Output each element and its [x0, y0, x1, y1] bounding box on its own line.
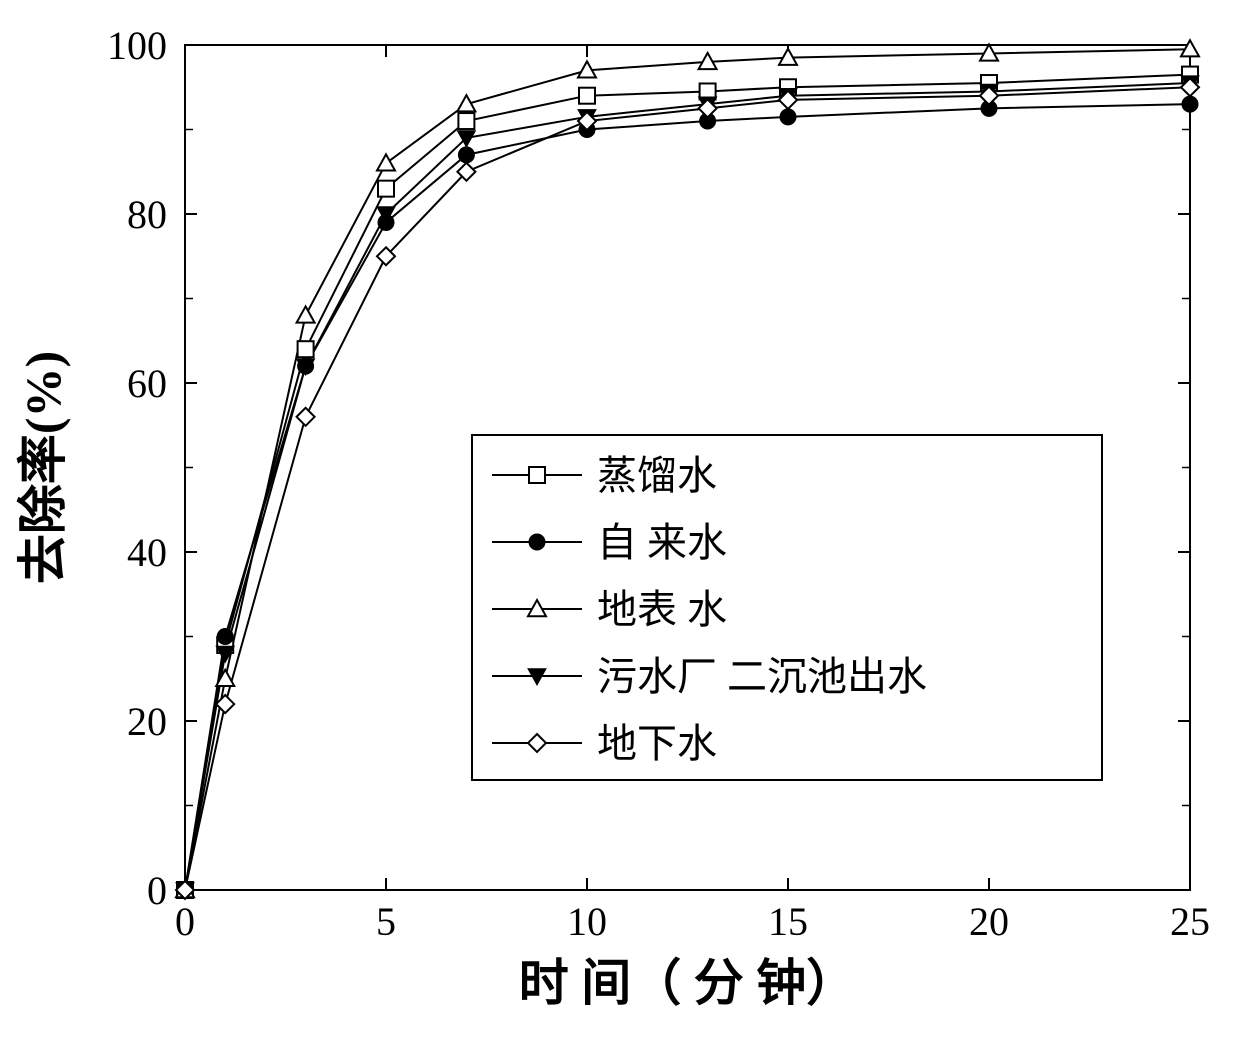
- svg-text:地表 水: 地表 水: [597, 587, 727, 632]
- svg-text:80: 80: [127, 192, 167, 237]
- svg-text:5: 5: [376, 899, 396, 944]
- svg-text:40: 40: [127, 530, 167, 575]
- svg-text:自 来水: 自 来水: [597, 520, 727, 565]
- svg-text:污水厂 二沉池出水: 污水厂 二沉池出水: [597, 654, 927, 699]
- svg-text:100: 100: [107, 23, 167, 68]
- svg-text:0: 0: [175, 899, 195, 944]
- svg-text:20: 20: [969, 899, 1009, 944]
- svg-text:60: 60: [127, 361, 167, 406]
- svg-text:10: 10: [567, 899, 607, 944]
- svg-text:蒸馏水: 蒸馏水: [597, 453, 717, 498]
- svg-text:15: 15: [768, 899, 808, 944]
- removal-rate-chart: 0 5 10 15 20 25 0 20 40 60 80 100 去除率(%) 时 间（ 分 钟） 蒸馏水…: [0, 0, 1240, 1041]
- svg-text:0: 0: [147, 868, 167, 913]
- svg-text:时 间（ 分 钟）: 时 间（ 分 钟）: [519, 955, 857, 1011]
- svg-text:地下水: 地下水: [597, 721, 717, 766]
- svg-text:去除率(%): 去除率(%): [15, 351, 71, 584]
- chart-container: 0 5 10 15 20 25 0 20 40 60 80 100 去除率(%) 时 间（ 分 钟） 蒸馏水…: [0, 0, 1240, 1041]
- svg-text:25: 25: [1170, 899, 1210, 944]
- svg-text:20: 20: [127, 699, 167, 744]
